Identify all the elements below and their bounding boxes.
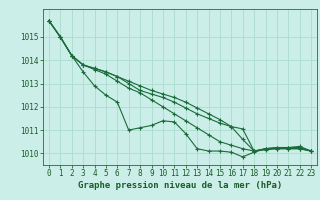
X-axis label: Graphe pression niveau de la mer (hPa): Graphe pression niveau de la mer (hPa)	[78, 181, 282, 190]
